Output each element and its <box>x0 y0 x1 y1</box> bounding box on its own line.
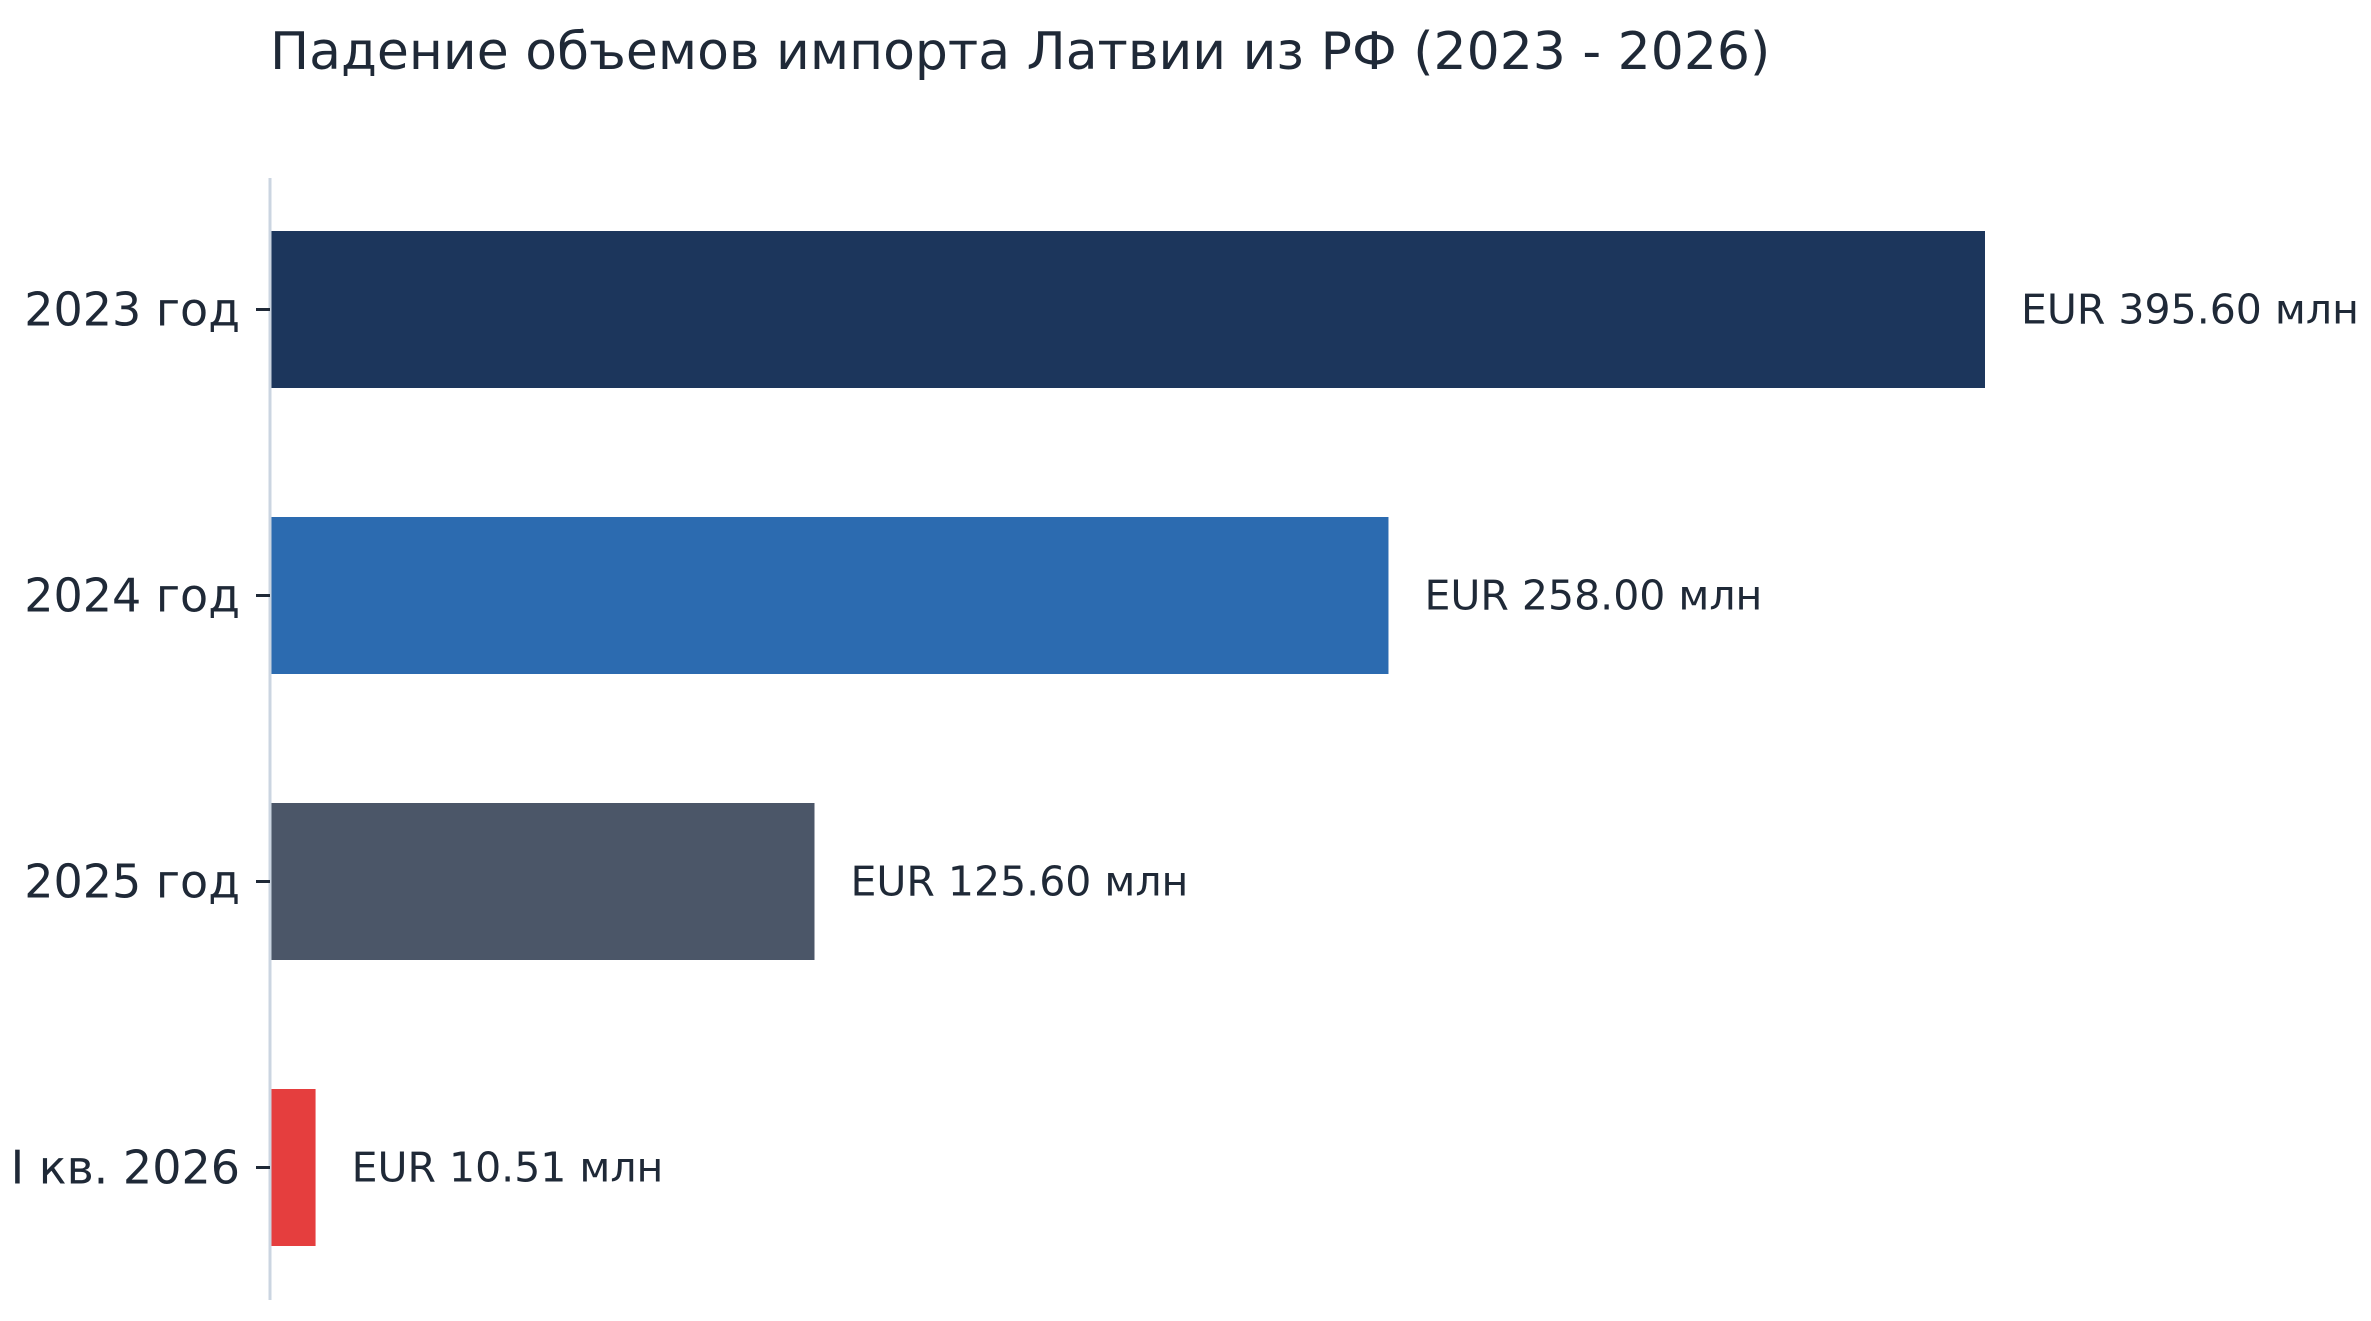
y-tick-label-2: 2024 год <box>24 569 240 623</box>
bar-4 <box>270 1089 316 1246</box>
data-label-3: EUR 125.60 млн <box>850 858 1188 906</box>
bar-3 <box>270 803 815 960</box>
bar-2 <box>270 517 1389 674</box>
y-tick-label-4: I кв. 2026 <box>11 1141 240 1195</box>
ticks-layer <box>256 308 270 1169</box>
y-tick-label-1: 2023 год <box>24 283 240 337</box>
bar-1 <box>270 231 1985 388</box>
data-label-2: EUR 258.00 млн <box>1424 572 1762 620</box>
chart-title: Падение объемов импорта Латвии из РФ (20… <box>270 22 1771 82</box>
y-tick-label-3: 2025 год <box>24 855 240 909</box>
labels-layer: 2023 год EUR 395.60 млн 2024 год EUR 258.00… <box>11 283 2359 1195</box>
bars-layer <box>270 231 1985 1246</box>
data-label-4: EUR 10.51 млн <box>352 1144 664 1192</box>
data-label-1: EUR 395.60 млн <box>2021 286 2359 334</box>
